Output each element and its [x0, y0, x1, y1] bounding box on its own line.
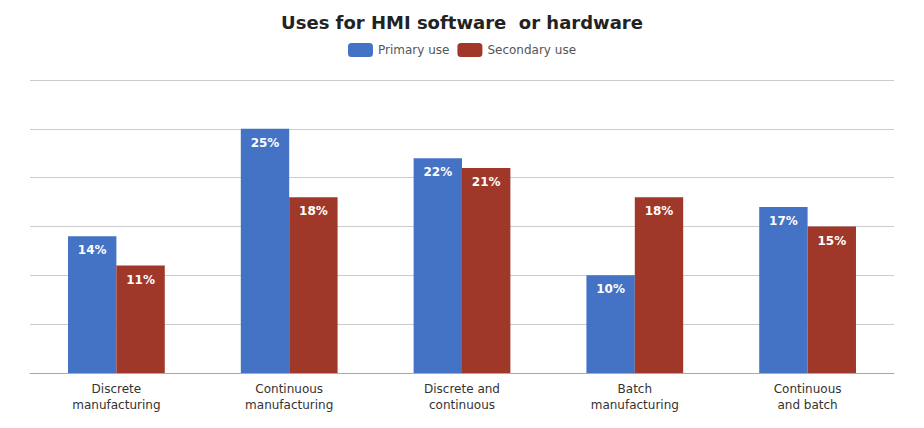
svg-text:and batch: and batch [777, 398, 837, 412]
svg-text:Continuous: Continuous [774, 382, 842, 396]
svg-text:manufacturing: manufacturing [591, 398, 679, 412]
svg-text:14%: 14% [78, 243, 107, 257]
svg-text:10%: 10% [596, 282, 625, 296]
svg-text:15%: 15% [817, 234, 846, 248]
svg-text:continuous: continuous [429, 398, 495, 412]
svg-text:Batch: Batch [618, 382, 653, 396]
svg-text:Discrete and: Discrete and [424, 382, 500, 396]
svg-text:18%: 18% [645, 204, 674, 218]
svg-text:manufacturing: manufacturing [245, 398, 333, 412]
svg-text:17%: 17% [769, 214, 798, 228]
svg-text:Discrete: Discrete [92, 382, 142, 396]
svg-text:25%: 25% [251, 136, 280, 150]
svg-text:22%: 22% [423, 165, 452, 179]
svg-text:Continuous: Continuous [255, 382, 323, 396]
svg-text:21%: 21% [472, 175, 501, 189]
svg-text:11%: 11% [126, 273, 155, 287]
svg-text:Primary use: Primary use [378, 43, 449, 57]
svg-text:Uses for HMI software or hard: Uses for HMI software or hardware [281, 12, 643, 33]
svg-text:manufacturing: manufacturing [72, 398, 160, 412]
svg-text:18%: 18% [299, 204, 328, 218]
svg-text:Secondary use: Secondary use [487, 43, 576, 57]
